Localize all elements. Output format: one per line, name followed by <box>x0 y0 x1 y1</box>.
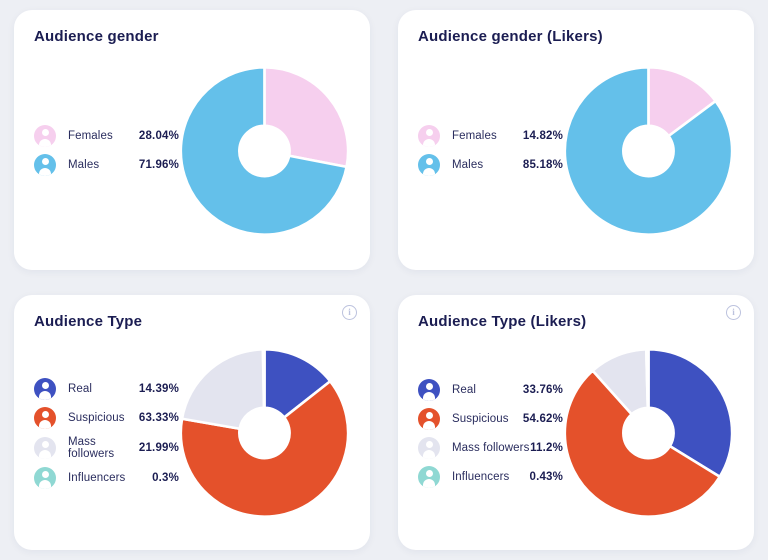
info-icon[interactable]: i <box>342 305 357 320</box>
legend-value: 63.33% <box>138 411 180 424</box>
legend-label: Females <box>452 130 497 142</box>
legend-label: Real <box>452 383 477 396</box>
legend-item-influencers: Influencers 0.43% <box>418 465 564 488</box>
legend-label: Suspicious <box>452 412 509 425</box>
person-icon <box>34 436 56 459</box>
donut-segment-males[interactable] <box>179 65 348 236</box>
audience-gender-likers-card: Audience gender (Likers) Females 14.82% Ma… <box>398 10 754 270</box>
legend-label: Males <box>452 159 484 171</box>
legend-item-males: Males 71.96% <box>34 154 179 176</box>
legend-item-suspicious: Suspicious 54.62% <box>418 407 564 430</box>
audience-gender-card: Audience gender Females 28.04% Males 71.96% <box>14 10 370 270</box>
person-icon <box>418 407 440 430</box>
legend-label: Influencers <box>452 470 510 483</box>
donut-segment-suspicious[interactable] <box>563 369 722 518</box>
legend-value: 85.18% <box>522 159 564 171</box>
person-icon <box>34 377 56 400</box>
card-title: Audience gender <box>34 28 159 45</box>
person-icon <box>34 125 56 147</box>
legend-item-females: Females 28.04% <box>34 125 179 147</box>
legend-item-males: Males 85.18% <box>418 154 563 176</box>
person-icon <box>418 465 440 488</box>
person-icon <box>34 466 56 489</box>
donut-segment-suspicious[interactable] <box>179 379 350 518</box>
card-body: Females 28.04% Males 71.96% <box>34 45 350 256</box>
donut-chart[interactable] <box>563 65 734 237</box>
legend-value: 71.96% <box>138 159 180 171</box>
legend-item-mass-followers: Mass followers 11.2% <box>418 436 564 459</box>
legend-value: 33.76% <box>522 383 564 396</box>
person-icon <box>418 436 440 459</box>
donut-segment-influencers[interactable] <box>645 348 650 410</box>
legend-item-females: Females 14.82% <box>418 125 563 147</box>
legend-value: 0.3% <box>152 471 180 484</box>
legend-value: 14.39% <box>138 382 180 395</box>
legend-value: 28.04% <box>138 130 180 142</box>
card-body: Real 14.39% Suspicious 63.33% Mass followers… <box>34 330 350 536</box>
person-icon <box>34 154 56 176</box>
card-body: Females 14.82% Males 85.18% <box>418 45 734 256</box>
legend: Real 14.39% Suspicious 63.33% Mass followers… <box>34 377 180 489</box>
legend-item-mass-followers: Mass followers 21.99% <box>34 436 179 460</box>
legend-item-real: Real 33.76% <box>418 378 564 401</box>
person-icon <box>418 125 440 147</box>
person-icon <box>34 406 56 429</box>
legend-label: Mass followers <box>452 441 530 454</box>
card-title: Audience Type (Likers) <box>418 313 587 330</box>
card-title: Audience Type <box>34 313 143 330</box>
donut-chart[interactable] <box>179 65 350 237</box>
legend-label: Influencers <box>68 471 126 484</box>
legend-item-real: Real 14.39% <box>34 377 180 400</box>
donut-segment-males[interactable] <box>563 65 734 236</box>
info-icon[interactable]: i <box>726 305 741 320</box>
legend: Real 33.76% Suspicious 54.62% Mass followers… <box>418 378 564 488</box>
person-icon <box>418 378 440 401</box>
legend-value: 21.99% <box>138 441 180 454</box>
legend-label: Males <box>68 159 100 171</box>
legend-label: Mass followers <box>68 435 115 460</box>
legend-value: 0.43% <box>529 470 564 483</box>
legend-value: 14.82% <box>522 130 564 142</box>
legend-value: 54.62% <box>522 412 564 425</box>
donut-chart[interactable] <box>563 347 734 519</box>
donut-chart[interactable] <box>179 347 350 519</box>
donut-segment-influencers[interactable] <box>261 348 266 410</box>
legend-item-influencers: Influencers 0.3% <box>34 466 180 489</box>
legend-label: Suspicious <box>68 411 125 424</box>
legend-label: Females <box>68 130 113 142</box>
legend-label: Real <box>68 382 93 395</box>
legend-item-suspicious: Suspicious 63.33% <box>34 406 180 429</box>
legend: Females 28.04% Males 71.96% <box>34 125 179 176</box>
card-body: Real 33.76% Suspicious 54.62% Mass followers… <box>418 330 734 536</box>
audience-type-card: i Audience Type Real 14.39% Suspicious 63.3… <box>14 295 370 550</box>
donut-segment-real[interactable] <box>647 348 734 479</box>
donut-segment-females[interactable] <box>647 65 717 137</box>
card-title: Audience gender (Likers) <box>418 28 603 45</box>
legend: Females 14.82% Males 85.18% <box>418 125 563 176</box>
person-icon <box>418 154 440 176</box>
legend-value: 11.2% <box>530 441 564 454</box>
audience-type-likers-card: i Audience Type (Likers) Real 33.76% Suspi… <box>398 295 754 550</box>
donut-segment-mass-followers[interactable] <box>180 348 266 431</box>
donut-segment-females[interactable] <box>263 65 350 168</box>
